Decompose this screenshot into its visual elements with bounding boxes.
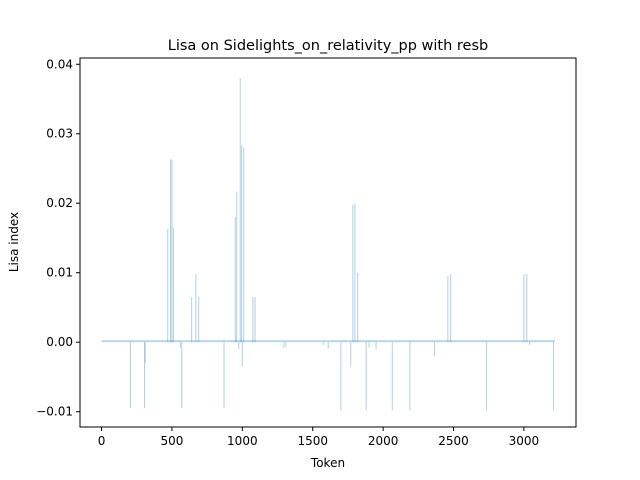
x-tick-label: 1000 — [227, 434, 258, 448]
bar-9 — [191, 297, 193, 343]
y-axis-label: Lisa index — [7, 212, 21, 272]
bar-20 — [252, 297, 254, 343]
bar-24 — [322, 342, 324, 345]
y-tick-label: 0.01 — [46, 266, 73, 280]
y-tick-label: 0.02 — [46, 196, 73, 210]
bar-14 — [236, 191, 238, 343]
bar-23 — [285, 342, 287, 347]
bar-15 — [238, 342, 240, 350]
bar-12 — [223, 342, 225, 409]
bar-31 — [365, 342, 367, 411]
x-tick-label: 3000 — [509, 434, 540, 448]
bar-17 — [241, 145, 243, 343]
bar-16 — [239, 78, 241, 343]
bar-43 — [552, 342, 554, 411]
bar-18 — [241, 342, 243, 367]
plot-frame — [79, 57, 577, 428]
bar-28 — [352, 204, 354, 343]
chart-title: Lisa on Sidelights_on_relativity_pp with… — [168, 38, 488, 54]
bar-33 — [375, 342, 377, 350]
bar-10 — [195, 274, 197, 343]
bar-13 — [234, 217, 236, 343]
x-tick-label: 0 — [98, 434, 106, 448]
y-tick-label: −0.01 — [36, 405, 73, 419]
x-tick-label: 500 — [160, 434, 183, 448]
bar-26 — [340, 342, 342, 411]
bar-5 — [171, 159, 173, 343]
x-tick-label: 1500 — [297, 434, 328, 448]
bar-19 — [243, 147, 245, 343]
bar-22 — [283, 342, 285, 348]
y-tick-label: 0.00 — [46, 335, 73, 349]
bar-32 — [368, 342, 370, 348]
bar-0 — [129, 342, 131, 409]
bar-41 — [526, 274, 528, 343]
bar-27 — [350, 342, 352, 367]
bar-40 — [523, 274, 525, 343]
bar-30 — [357, 272, 359, 343]
bar-37 — [447, 276, 449, 343]
bar-34 — [391, 342, 393, 411]
baseline-bars — [101, 340, 555, 343]
bars-layer — [101, 78, 555, 411]
y-tick-label: 0.03 — [46, 127, 73, 141]
x-tick-label: 2000 — [368, 434, 399, 448]
bar-35 — [409, 342, 411, 411]
y-tick-label: 0.04 — [46, 57, 73, 71]
bar-11 — [198, 297, 200, 343]
x-tick-label: 2500 — [438, 434, 469, 448]
bar-4 — [170, 159, 172, 343]
bar-2 — [144, 342, 146, 364]
bar-3 — [167, 228, 169, 343]
bar-8 — [181, 342, 183, 409]
y-axis-ticks: −0.01 0.00 0.01 0.02 0.03 0.04 — [36, 57, 80, 419]
bar-42 — [529, 342, 531, 345]
bar-39 — [486, 342, 488, 411]
bar-38 — [450, 274, 452, 343]
x-axis-ticks: 0 500 1000 1500 2000 2500 3000 — [98, 427, 539, 448]
bar-21 — [254, 297, 256, 343]
bar-25 — [327, 342, 329, 349]
x-axis-label: Token — [310, 456, 345, 470]
bar-36 — [434, 342, 436, 357]
bar-6 — [172, 227, 174, 343]
bar-29 — [354, 203, 356, 343]
bar-7 — [179, 342, 181, 348]
bar-1 — [143, 342, 145, 409]
